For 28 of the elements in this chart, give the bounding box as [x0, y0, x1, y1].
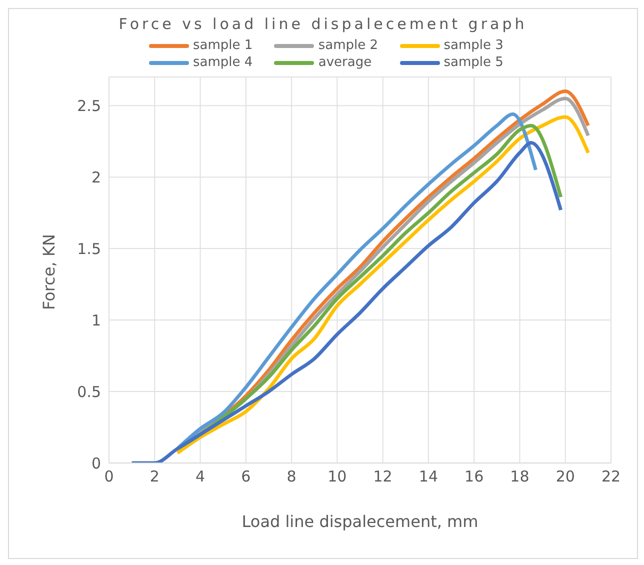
y-tick-label: 1.5	[77, 240, 101, 258]
y-tick-label: 0	[91, 454, 101, 472]
legend-label: sample 4	[192, 54, 254, 71]
x-tick-label: 2	[150, 468, 160, 486]
x-tick-label: 20	[556, 468, 575, 486]
x-tick-label: 6	[241, 468, 251, 486]
legend-label: average	[317, 54, 373, 71]
x-tick-label: 8	[286, 468, 296, 486]
x-tick-label: 0	[104, 468, 114, 486]
legend-label: sample 2	[317, 37, 380, 54]
legend-label: sample 3	[442, 37, 504, 54]
x-tick-label: 4	[196, 468, 206, 486]
x-tick-label: 12	[373, 468, 392, 486]
y-tick-label: 2.5	[77, 96, 101, 115]
x-tick-label: 22	[601, 468, 621, 486]
x-tick-label: 18	[510, 468, 530, 486]
y-tick-label: 2	[91, 168, 101, 186]
chart-title: Force vs load line dispalecement graph	[118, 15, 528, 33]
x-tick-label: 16	[464, 468, 484, 486]
x-axis-title: Load line dispalecement, mm	[242, 512, 478, 531]
line-series	[130, 141, 563, 463]
x-tick-label: 10	[328, 468, 347, 486]
x-tick-label: 14	[418, 468, 438, 486]
y-axis-title: Force, KN	[40, 234, 59, 310]
y-tick-label: 0.5	[77, 382, 101, 401]
y-tick-label: 1	[91, 311, 101, 330]
legend-label: sample 5	[442, 54, 504, 71]
legend-label: sample 1	[192, 37, 254, 54]
